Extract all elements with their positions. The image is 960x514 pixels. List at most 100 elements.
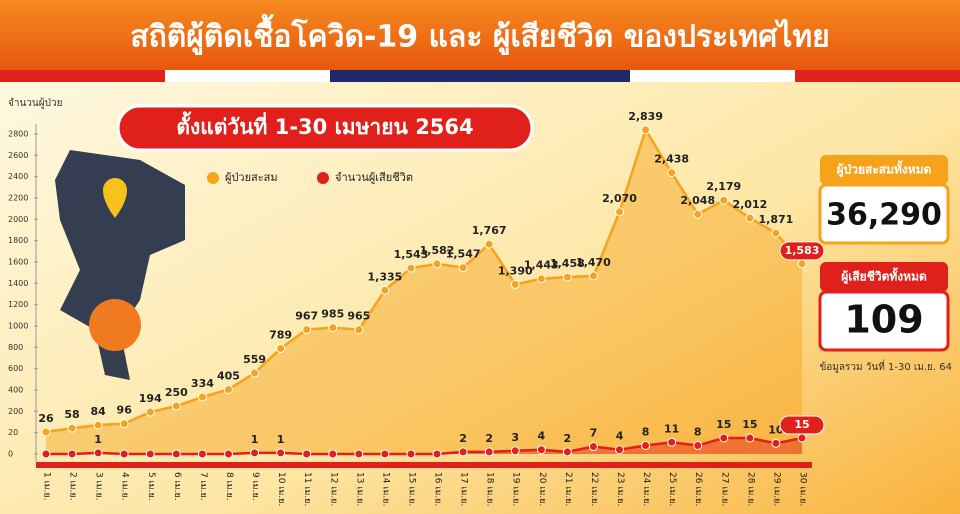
point <box>667 168 677 178</box>
value-label: 2,012 <box>732 198 767 211</box>
summary-label-box <box>820 262 948 292</box>
summary-value: 109 <box>844 298 923 342</box>
point <box>41 449 51 459</box>
point <box>171 449 181 459</box>
value-label: 8 <box>642 425 650 438</box>
point <box>406 263 416 273</box>
x-tick-label: 26 เม.ย. <box>693 472 703 506</box>
point <box>510 279 520 289</box>
x-tick-label: 28 เม.ย. <box>745 472 755 506</box>
y-tick-label: 2200 <box>8 194 28 203</box>
point <box>588 442 598 452</box>
x-tick-label: 18 เม.ย. <box>485 472 495 506</box>
point <box>745 433 755 443</box>
legend-label: ผู้ป่วยสะสม <box>225 171 278 184</box>
point <box>745 213 755 223</box>
value-label: 8 <box>694 425 702 438</box>
x-tick-label: 21 เม.ย. <box>563 472 573 506</box>
header-band <box>0 0 960 70</box>
x-tick-label: 27 เม.ย. <box>719 472 729 506</box>
virus-decoration <box>89 299 141 351</box>
value-label: 26 <box>38 412 54 425</box>
point <box>615 445 625 455</box>
point <box>276 344 286 354</box>
point <box>562 272 572 282</box>
point <box>223 384 233 394</box>
value-label: 2 <box>485 432 493 445</box>
y-tick-label: 1800 <box>8 236 28 245</box>
value-label: 194 <box>139 392 162 405</box>
x-tick-label: 16 เม.ย. <box>433 472 443 506</box>
summary-value-box <box>818 290 950 352</box>
point <box>250 448 260 458</box>
summary-value-box <box>818 183 950 245</box>
value-label: 15 <box>794 418 809 431</box>
point <box>641 125 651 135</box>
y-tick-label: 0 <box>8 450 13 459</box>
summary-label-box <box>820 155 948 185</box>
x-tick-label: 17 เม.ย. <box>459 472 469 506</box>
point <box>145 449 155 459</box>
value-label-box <box>779 415 825 435</box>
value-label: 1,443 <box>524 259 559 272</box>
pin-decoration <box>103 178 127 218</box>
value-label: 1,390 <box>498 264 533 277</box>
value-label: 1 <box>277 433 285 446</box>
flag-stripe <box>0 70 165 82</box>
x-tick-label: 12 เม.ย. <box>328 472 338 506</box>
point <box>197 392 207 402</box>
value-label: 15 <box>742 418 757 431</box>
point <box>588 271 598 281</box>
value-label: 2,438 <box>654 153 689 166</box>
point <box>458 447 468 457</box>
point <box>380 449 390 459</box>
subtitle-box <box>116 104 534 152</box>
point <box>93 420 103 430</box>
y-tick-label: 1200 <box>8 300 28 309</box>
x-tick-label: 15 เม.ย. <box>406 472 416 506</box>
x-tick-label: 11 เม.ย. <box>302 472 312 506</box>
point <box>406 449 416 459</box>
point <box>119 419 129 429</box>
y-tick-label: 400 <box>8 386 23 395</box>
value-label: 405 <box>217 369 240 382</box>
value-label: 789 <box>269 329 292 342</box>
legend-marker <box>207 172 219 184</box>
legend-marker <box>317 172 329 184</box>
chart-title: สถิติผู้ติดเชื้อโควิด-19 และ ผู้เสียชีวิ… <box>130 14 829 56</box>
map-decoration <box>55 150 185 380</box>
point <box>380 285 390 295</box>
y-tick-label: 1600 <box>8 258 28 267</box>
point <box>354 449 364 459</box>
x-tick-label: 7 เม.ย. <box>198 472 208 501</box>
point <box>797 259 807 269</box>
summary-panel: ผู้ป่วยสะสมทั้งหมด 36,290 ผู้เสียชีวิตทั… <box>818 155 952 373</box>
value-label: 15 <box>716 418 731 431</box>
note: ข้อมูลรวม วันที่ 1-30 เม.ย. 64 <box>819 359 952 373</box>
flag-stripe <box>795 70 960 82</box>
subtitle: ตั้งแต่วันที่ 1-30 เมษายน 2564 <box>176 111 473 139</box>
value-label: 2 <box>564 432 572 445</box>
y-tick-label: 200 <box>8 407 23 416</box>
x-tick-label: 10 เม.ย. <box>276 472 286 506</box>
value-label: 1,583 <box>785 244 820 257</box>
value-label: 2,070 <box>602 192 637 205</box>
flag-stripe <box>165 70 330 82</box>
point <box>536 445 546 455</box>
value-label: 2,179 <box>706 180 741 193</box>
flag-stripe <box>630 70 795 82</box>
x-tick-label: 4 เม.ย. <box>120 472 130 501</box>
value-label: 11 <box>664 422 679 435</box>
y-tick-label: 600 <box>8 364 23 373</box>
x-axis-band <box>36 462 812 468</box>
point <box>667 437 677 447</box>
point <box>328 449 338 459</box>
point <box>693 209 703 219</box>
value-label: 1,871 <box>759 213 794 226</box>
value-label-box <box>779 241 825 261</box>
point <box>771 438 781 448</box>
point <box>67 449 77 459</box>
y-tick-label: 1400 <box>8 279 28 288</box>
value-label: 1,582 <box>420 244 455 257</box>
point <box>719 433 729 443</box>
